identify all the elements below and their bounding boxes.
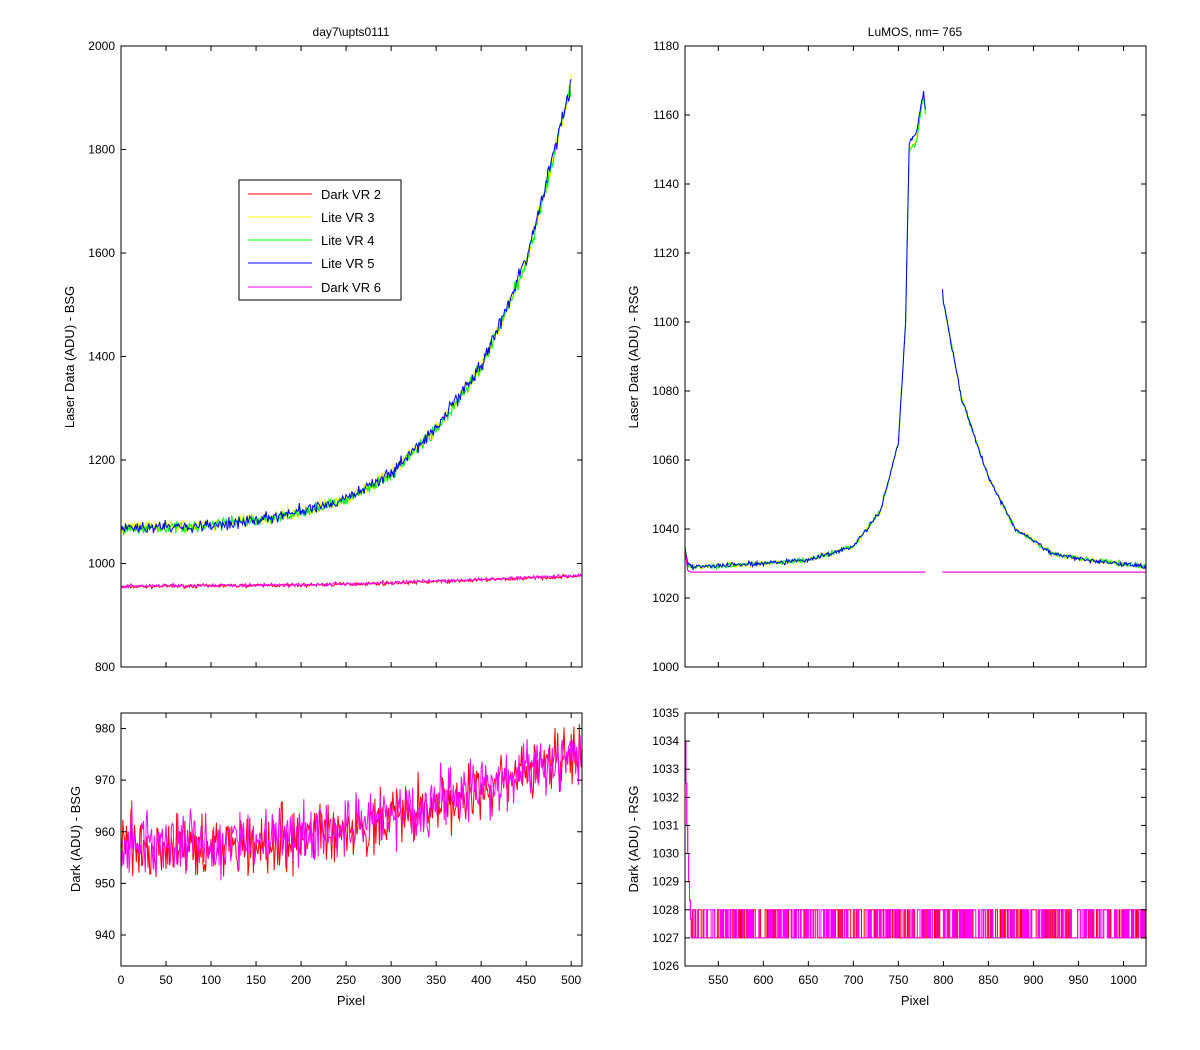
tick-layer: 1026 1027 1028 1029 1030 1031 1032 1033 1034 1035… <box>652 706 1146 987</box>
legend-entry: Lite VR 4 <box>248 233 374 248</box>
y-tick-label: 1028 <box>652 903 679 917</box>
series-line-dark-vr-2 <box>685 740 1147 939</box>
series-layer <box>120 73 583 590</box>
x-tick-label: 200 <box>291 973 311 987</box>
x-tick-label: 600 <box>753 973 773 987</box>
tick-layer: 1000 1020 1040 1060 1080 1100 1120 1140 1160 1180 <box>652 39 1146 674</box>
x-tick-label: 700 <box>843 973 863 987</box>
x-axis-label: Pixel <box>337 993 365 1008</box>
y-tick-label: 1200 <box>88 453 115 467</box>
y-tick-label: 1031 <box>652 818 679 832</box>
y-tick-label: 1000 <box>652 660 679 674</box>
x-tick-label: 800 <box>933 973 953 987</box>
x-tick-label: 850 <box>978 973 998 987</box>
y-tick-label: 1027 <box>652 931 679 945</box>
x-tick-label: 50 <box>159 973 173 987</box>
y-tick-label: 970 <box>95 773 115 787</box>
y-tick-label: 1032 <box>652 790 679 804</box>
chart-bsg-laser: 800 1000 1200 1400 1600 1800 2000 day7\upts011… <box>62 25 583 674</box>
y-tick-label: 1120 <box>653 246 679 260</box>
legend-entry: Lite VR 3 <box>248 210 374 225</box>
plot-frame <box>684 45 1147 668</box>
y-tick-label: 1080 <box>652 384 679 398</box>
x-tick-label: 400 <box>471 973 491 987</box>
legend-label: Dark VR 6 <box>321 280 381 295</box>
y-tick-label: 1035 <box>652 706 679 720</box>
legend: Dark VR 2 Lite VR 3 Lite VR 4 Lite VR 5 … <box>238 179 402 301</box>
y-axis-label: Laser Data (ADU) - BSG <box>62 286 77 428</box>
series-layer <box>685 740 1147 939</box>
y-tick-label: 1033 <box>652 762 679 776</box>
y-tick-label: 1140 <box>653 177 679 191</box>
legend-label: Dark VR 2 <box>321 187 381 202</box>
series-line-dark-vr-6 <box>684 549 926 573</box>
y-tick-label: 1020 <box>652 591 679 605</box>
legend-entry: Lite VR 5 <box>248 256 374 271</box>
x-axis-label: Pixel <box>901 993 929 1008</box>
chart-title: day7\upts0111 <box>313 25 390 39</box>
legend-label: Lite VR 5 <box>321 256 374 271</box>
x-tick-label: 1000 <box>1110 973 1137 987</box>
y-tick-label: 1060 <box>652 453 679 467</box>
y-tick-label: 1180 <box>653 39 679 53</box>
y-tick-label: 1029 <box>652 875 679 889</box>
x-tick-label: 0 <box>118 973 125 987</box>
y-tick-label: 2000 <box>88 39 115 53</box>
x-tick-label: 500 <box>561 973 581 987</box>
y-tick-label: 940 <box>95 928 115 942</box>
y-tick-label: 1000 <box>88 557 115 571</box>
tick-layer: 800 1000 1200 1400 1600 1800 2000 <box>88 39 582 674</box>
y-tick-label: 1400 <box>88 350 115 364</box>
tick-layer: 940 950 960 970 980 0 50 100 150 200 250 300 350 400 4… <box>95 713 582 987</box>
y-axis-label: Dark (ADU) - BSG <box>68 786 83 892</box>
series-line-dark-vr-6 <box>121 572 583 590</box>
x-tick-label: 750 <box>888 973 908 987</box>
series-layer <box>120 723 583 881</box>
legend-label: Lite VR 4 <box>321 233 374 248</box>
series-line-lite-vr-5 <box>120 79 572 535</box>
x-tick-label: 450 <box>516 973 536 987</box>
y-tick-label: 1026 <box>652 959 679 973</box>
series-line-dark-vr-6 <box>685 740 1147 939</box>
y-tick-label: 980 <box>95 721 115 735</box>
y-tick-label: 1040 <box>652 522 679 536</box>
y-axis-label: Dark (ADU) - RSG <box>626 786 641 893</box>
y-tick-label: 1800 <box>88 143 115 157</box>
x-tick-label: 650 <box>798 973 818 987</box>
plot-frame <box>684 712 1147 967</box>
y-tick-label: 1160 <box>653 108 679 122</box>
series-line-lite-vr-5 <box>942 289 1147 570</box>
legend-entry: Dark VR 2 <box>248 187 381 202</box>
y-tick-label: 1030 <box>652 847 679 861</box>
x-tick-label: 300 <box>381 973 401 987</box>
chart-title: LuMOS, nm= 765 <box>868 25 963 39</box>
series-line-lite-vr-4 <box>120 85 572 536</box>
chart-rsg-laser: 1000 1020 1040 1060 1080 1100 1120 1140 1160 1180… <box>626 25 1147 674</box>
legend-entry: Dark VR 6 <box>248 280 381 295</box>
y-tick-label: 800 <box>95 660 115 674</box>
x-tick-label: 250 <box>336 973 356 987</box>
y-tick-label: 950 <box>95 876 115 890</box>
chart-bsg-dark: 940 950 960 970 980 0 50 100 150 200 250 300 350 400 4… <box>68 712 583 1008</box>
x-tick-label: 950 <box>1068 973 1088 987</box>
series-layer <box>684 90 1147 573</box>
chart-rsg-dark: 1026 1027 1028 1029 1030 1031 1032 1033 1034 1035… <box>626 706 1147 1008</box>
x-tick-label: 150 <box>246 973 266 987</box>
x-tick-label: 100 <box>201 973 221 987</box>
y-axis-label: Laser Data (ADU) - RSG <box>626 285 641 428</box>
x-tick-label: 350 <box>426 973 446 987</box>
x-tick-label: 550 <box>708 973 728 987</box>
y-tick-label: 960 <box>95 825 115 839</box>
series-line-lite-vr-5 <box>684 90 926 572</box>
plot-frame <box>120 712 583 967</box>
legend-label: Lite VR 3 <box>321 210 374 225</box>
series-line-dark-vr-6 <box>120 735 583 881</box>
y-tick-label: 1600 <box>88 246 115 260</box>
x-tick-label: 900 <box>1023 973 1043 987</box>
y-tick-label: 1100 <box>653 315 679 329</box>
y-tick-label: 1034 <box>652 734 679 748</box>
